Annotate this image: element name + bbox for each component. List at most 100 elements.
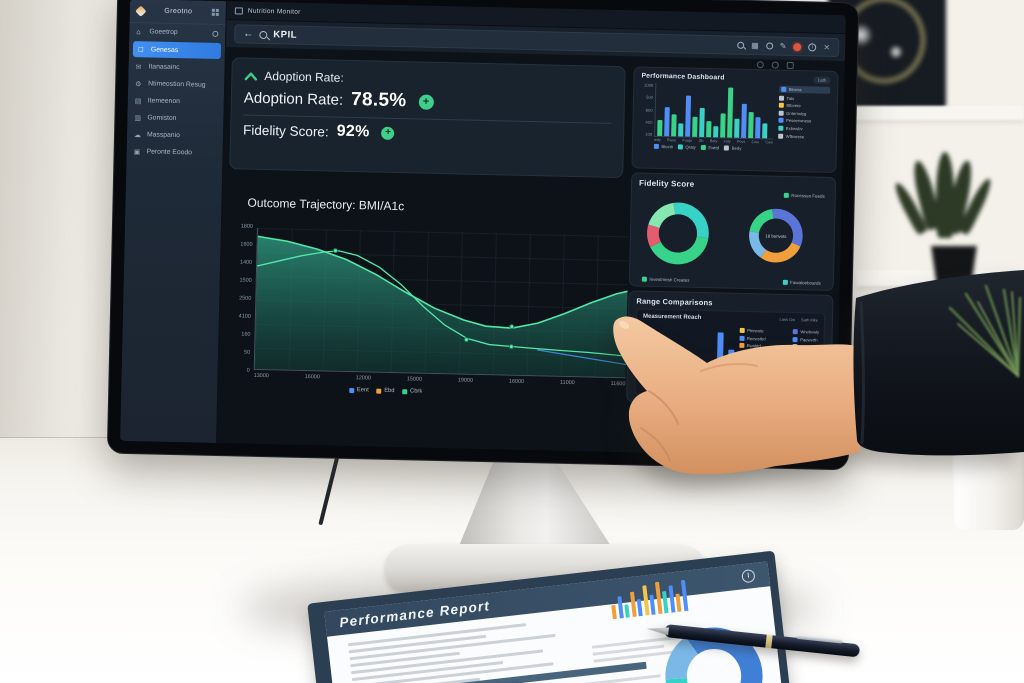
bar	[664, 106, 670, 137]
performance-panel: Performance Dashboard Lath 1000 500 600 400…	[631, 66, 839, 174]
paper-sheet: Performance Report	[324, 561, 784, 683]
axis-tick: 4100	[238, 313, 251, 320]
bar	[678, 123, 684, 137]
axis-tick: Povs	[736, 139, 746, 144]
note-label: Sath Mke	[801, 317, 819, 323]
legend-label: Gnterrwlyg	[786, 110, 807, 117]
sidebar-item-label: Itemeenon	[147, 97, 180, 106]
sidebar-item-gomiston[interactable]: ▥ Gomiston	[127, 109, 223, 128]
apps-icon[interactable]	[786, 61, 794, 70]
bar	[649, 594, 656, 615]
fidelity-score-row: Fidelity Score: 92% +	[243, 121, 611, 147]
clock-icon	[741, 568, 756, 584]
add-button[interactable]: +	[418, 94, 434, 110]
bar	[667, 366, 672, 372]
legend-label: Ewqhyvad	[799, 352, 820, 358]
notification-badge-icon[interactable]	[793, 42, 802, 51]
legend-swatch	[739, 335, 745, 341]
sidebar-brand: Greotno	[129, 0, 227, 26]
axis-tick: Raou	[666, 138, 677, 143]
bar	[624, 604, 630, 618]
legend-swatch	[781, 86, 787, 92]
axis-tick: 15000	[406, 376, 423, 383]
legend-label: Ptrewote	[747, 328, 764, 334]
add-button[interactable]: +	[381, 126, 395, 140]
axis-tick: Bety	[709, 139, 718, 144]
profile-icon[interactable]	[771, 61, 779, 69]
cloud-icon: ☁	[133, 130, 142, 139]
legend-label: Wrwbvwly	[800, 329, 820, 335]
search-input[interactable]: KPIL	[273, 29, 298, 41]
legend-swatch	[677, 144, 683, 150]
bar	[741, 103, 747, 138]
home-icon: ⌂	[136, 27, 141, 36]
area-series	[254, 236, 628, 378]
secondary-icons	[756, 61, 794, 70]
legend-item: Bedy	[724, 145, 741, 151]
expand-icon[interactable]	[211, 8, 219, 16]
sidebar-item-masspanio[interactable]: ☁ Masspanio	[127, 126, 223, 145]
app-logo-icon	[135, 5, 147, 17]
axis-tick: 160	[241, 331, 251, 338]
monitor: Greotno ⌂ Goeetrop ◻ Genesas ✉ Itanasain…	[106, 0, 860, 471]
donut-center-label: 18 bonvots	[765, 232, 787, 239]
kpi-card: Adoption Rate: Adoption Rate: 78.5% + Fi…	[229, 57, 626, 179]
legend-label: Wfbwrese	[785, 133, 805, 139]
sidebar-item-itemeenon[interactable]: ▤ Itemeenon	[128, 92, 224, 111]
axis-tick: 19000	[457, 377, 474, 384]
axis-tick: pac	[643, 373, 651, 379]
legend-swatch	[778, 118, 784, 124]
legend-item: Reewstbd	[739, 335, 766, 341]
axis-tick: Cwn	[765, 140, 774, 145]
legend-label: Fawaloeboards	[790, 279, 821, 286]
bar	[636, 598, 643, 617]
legend-item: Bmrtwrch	[792, 344, 820, 350]
donut-chart-left	[644, 200, 711, 267]
fidelity-score-panel: Fidelity Score Rocesses Feeds 18 bonvots…	[628, 172, 837, 291]
fidelity-score-value: 92%	[336, 122, 370, 141]
legend-item: Paewvrth	[792, 336, 820, 343]
legend-label: Bmrtwrch	[799, 344, 818, 350]
grid-icon[interactable]: ▦	[751, 40, 759, 50]
legend-swatch	[778, 133, 784, 139]
axis-tick: 16000	[508, 378, 525, 385]
back-arrow-icon[interactable]: ←	[243, 28, 254, 40]
legend-swatch	[641, 276, 647, 282]
axis-tick: 60	[642, 327, 648, 333]
sidebar-item-genesas-active[interactable]: ◻ Genesas	[132, 41, 222, 60]
bar	[685, 95, 692, 137]
tab-nutrition-monitor[interactable]: Nutrition Monitor	[247, 7, 301, 16]
legend-swatch	[700, 144, 706, 151]
sidebar-item-goeetrop[interactable]: ⌂ Goeetrop	[129, 23, 225, 42]
wall-art-highlight	[890, 46, 902, 58]
adoption-rate-label: Adoption Rate:	[243, 89, 344, 109]
outcome-chart-plot	[253, 227, 629, 379]
sidebar-item-ntimeostion-resug[interactable]: ⚙ Ntimeostion Resug	[128, 75, 224, 94]
bell-icon[interactable]	[756, 61, 764, 69]
data-point-marker	[464, 337, 470, 343]
search-icon	[259, 30, 268, 39]
square-icon: ◻	[137, 45, 144, 54]
legend-label: Qraty	[685, 144, 696, 150]
search-icon[interactable]	[212, 30, 219, 37]
panel-title: Fidelity Score	[638, 178, 695, 189]
chevron-up-icon	[244, 71, 258, 81]
panel-note: Lath	[813, 76, 831, 84]
y-axis-ticks: 1800 1600 1400 1500 2500 4100 160 50 0	[220, 223, 253, 374]
legend-item: Wfbwrese	[778, 133, 829, 139]
close-icon[interactable]: ×	[823, 42, 831, 52]
info-icon[interactable]: i	[808, 42, 817, 52]
donut-segment	[749, 208, 803, 263]
chart-legend: Eent Ebd Cbrk	[349, 387, 430, 395]
search-icon[interactable]	[737, 41, 745, 49]
legend-item: Blowra	[779, 85, 831, 94]
sidebar-item-peronte-eoodo[interactable]: ▣ Peronte Eoodo	[126, 143, 222, 162]
pen-icon[interactable]: ✎	[779, 41, 787, 51]
axis-tick: 12000	[355, 375, 372, 382]
clock-icon[interactable]	[765, 42, 773, 50]
bar	[716, 332, 724, 373]
sidebar-item-itanasainc[interactable]: ✉ Itanasainc	[128, 58, 224, 77]
axis-tick: 1500	[239, 277, 252, 284]
window-icon	[234, 6, 243, 14]
